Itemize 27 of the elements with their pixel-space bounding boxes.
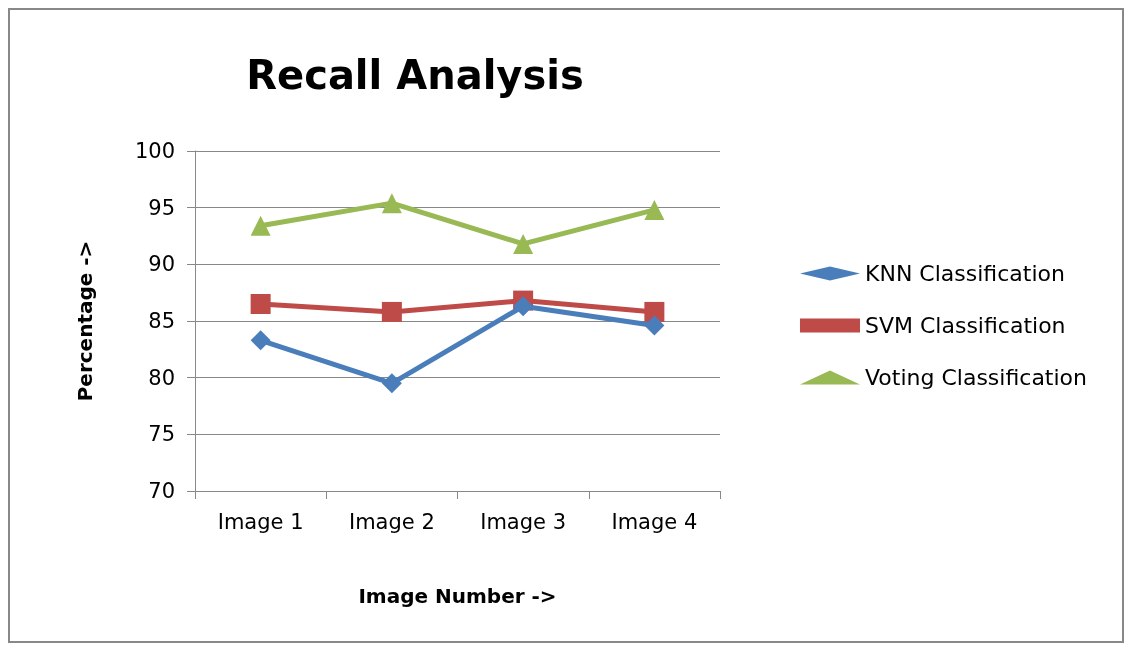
x-tick-label: Image 3 [480, 509, 567, 534]
x-tick-label: Image 1 [217, 509, 304, 534]
x-tick-label: Image 2 [348, 509, 435, 534]
x-axis-title: Image Number -> [358, 584, 557, 608]
y-tick-label: 80 [148, 365, 175, 390]
point [381, 193, 402, 214]
legend-label: Voting Classification [864, 365, 1088, 390]
y-tick-label: 75 [148, 422, 175, 447]
point [381, 301, 402, 322]
y-tick-label: 95 [148, 195, 175, 220]
point [513, 233, 534, 254]
y-tick-label: 90 [148, 252, 175, 277]
legend-label: SVM Classification [864, 313, 1066, 338]
y-tick-label: 70 [148, 479, 175, 503]
chart-title: Recall Analysis [246, 52, 584, 98]
point [250, 330, 271, 351]
y-tick-label: 100 [134, 139, 175, 163]
point [644, 199, 665, 220]
point [644, 315, 665, 336]
point [250, 294, 271, 314]
x-tick-label: Image 4 [611, 509, 698, 534]
point [381, 373, 402, 394]
y-tick-label: 85 [148, 309, 175, 333]
y-axis-title: Percentage -> [73, 240, 97, 402]
legend-label: KNN Classification [864, 261, 1065, 286]
point [513, 296, 534, 317]
point [250, 215, 271, 236]
